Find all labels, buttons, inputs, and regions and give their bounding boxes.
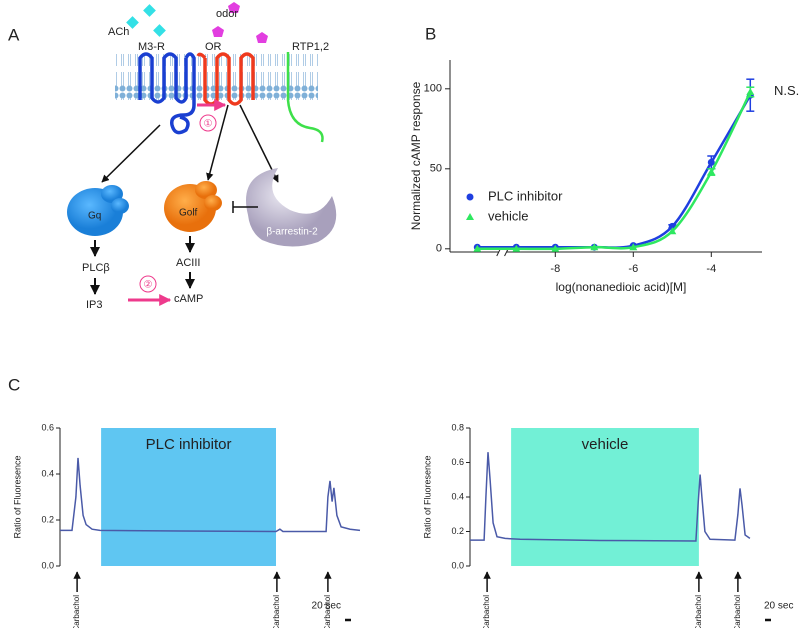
step-circle	[199, 114, 217, 132]
legend-label: vehicle	[488, 208, 528, 223]
odor-molecules	[212, 2, 268, 43]
fit-line	[477, 94, 752, 249]
x-tick-label: -6	[628, 263, 638, 275]
point	[629, 243, 638, 251]
label: RTP1,2	[292, 41, 329, 53]
point	[707, 168, 716, 175]
panel-letter: C	[8, 375, 20, 394]
x-tick-label: -4	[706, 263, 716, 275]
stimulus-label: Carbachol	[482, 595, 491, 628]
ach-molecules	[126, 4, 166, 37]
stimulus-label: Carbachol	[272, 595, 281, 628]
y-tick-label: 0.8	[451, 422, 464, 432]
arrow	[239, 104, 279, 183]
label: OR	[205, 41, 222, 53]
trace-line	[60, 457, 361, 533]
treatment-shade	[101, 428, 276, 566]
y-tick-label: 50	[430, 163, 442, 175]
label: β-arrestin-2	[266, 227, 318, 238]
m3-receptor	[138, 52, 196, 135]
stimulus-label: Carbachol	[733, 595, 742, 628]
rtp	[286, 52, 324, 143]
point	[590, 243, 599, 251]
panel-letter: B	[425, 24, 436, 43]
label: PLCβ	[82, 262, 110, 274]
golf-protein	[164, 181, 222, 232]
label: odor	[216, 8, 238, 20]
shade-label: PLC inhibitor	[146, 436, 232, 453]
label: ②	[144, 280, 153, 291]
label: ACh	[108, 26, 129, 38]
y-axis-label: Ratio of Fluoresence	[422, 455, 432, 538]
scale-label: 20 sec	[764, 601, 793, 612]
label: ①	[204, 119, 213, 130]
y-axis-label: Ratio of Fluoresence	[12, 455, 22, 538]
y-tick-label: 0.2	[41, 514, 54, 524]
y-tick-label: 0.0	[451, 560, 464, 570]
y-tick-label: 0.6	[41, 422, 54, 432]
y-tick-label: 0.2	[451, 526, 464, 536]
legend-marker	[466, 213, 474, 220]
label: ACIII	[176, 257, 200, 269]
annotation: N.S.	[774, 83, 799, 98]
gq-protein	[67, 185, 129, 236]
y-tick-label: 0.0	[41, 560, 54, 570]
stimulus-label: Carbachol	[323, 595, 332, 628]
odorant-receptor	[196, 52, 255, 106]
legend-label: PLC inhibitor	[488, 188, 563, 203]
step-circle	[139, 275, 157, 293]
panel-letter: A	[8, 25, 20, 44]
arrow	[101, 124, 161, 183]
point	[512, 244, 521, 252]
label: M3-R	[138, 41, 165, 53]
treatment-shade	[511, 428, 699, 566]
label: Gq	[88, 211, 101, 222]
arrestin	[246, 168, 337, 247]
point	[551, 244, 560, 252]
y-tick-label: 0	[436, 243, 442, 255]
label: cAMP	[174, 293, 203, 305]
arrow	[206, 104, 229, 181]
y-axis-label: Normalized cAMP response	[409, 81, 423, 230]
y-tick-label: 0.4	[41, 468, 54, 478]
label: IP3	[86, 299, 103, 311]
trace-line	[470, 452, 751, 542]
fit-line	[477, 91, 752, 251]
point	[707, 158, 715, 166]
point	[473, 244, 482, 252]
y-tick-label: 0.6	[451, 457, 464, 467]
y-tick-label: 100	[424, 83, 442, 95]
point	[668, 227, 677, 235]
legend-marker	[466, 193, 474, 201]
y-tick-label: 0.4	[451, 491, 464, 501]
point	[746, 88, 755, 95]
stimulus-label: Carbachol	[72, 595, 81, 628]
x-tick-label: -8	[550, 263, 560, 275]
stimulus-label: Carbachol	[694, 595, 703, 628]
panel-a: A ACh odor M3-R OR RTP1,2 ① Gq Golf β-ar…	[8, 2, 337, 311]
scale-label: 20 sec	[312, 601, 341, 612]
label: Golf	[179, 208, 198, 219]
shade-label: vehicle	[582, 436, 629, 453]
x-axis-label: log(nonanedioic acid)[M]	[556, 280, 687, 294]
